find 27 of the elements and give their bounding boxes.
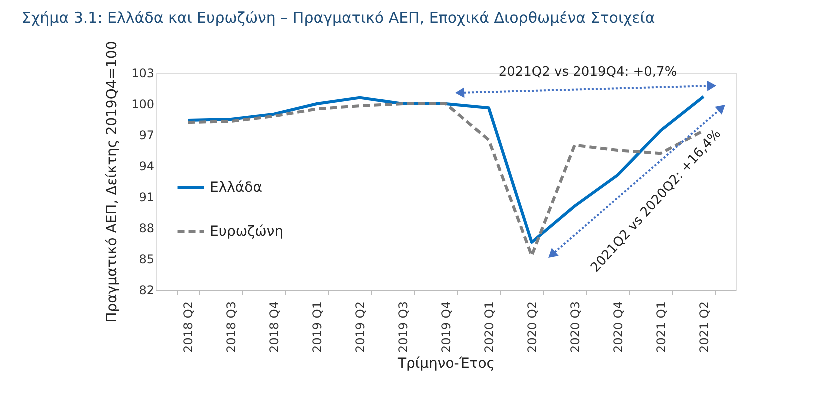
x-tick-label: 2018 Q4 bbox=[268, 302, 282, 353]
x-tick-label: 2019 Q2 bbox=[354, 302, 368, 353]
legend-label: Ευρωζώνη bbox=[210, 224, 284, 240]
y-tick-label: 82 bbox=[139, 284, 154, 298]
y-tick-label: 85 bbox=[139, 252, 154, 266]
x-tick-label: 2019 Q4 bbox=[440, 302, 454, 353]
legend-label: Ελλάδα bbox=[210, 180, 262, 196]
annotation: 2021Q2 vs 2019Q4: +0,7% bbox=[498, 65, 678, 80]
y-tick-label: 100 bbox=[132, 98, 154, 112]
x-axis-title: Τρίμηνο-Έτος bbox=[396, 356, 496, 372]
chart-title: Σχήμα 3.1: Ελλάδα και Ευρωζώνη – Πραγματικό ΑΕΠ, Εποχικά Διορθωμένα Στοιχεία bbox=[22, 9, 656, 27]
x-tick-label: 2018 Q2 bbox=[182, 302, 196, 353]
y-tick-label: 97 bbox=[139, 128, 154, 142]
x-tick-label: 2020 Q3 bbox=[568, 302, 582, 353]
x-tick-label: 2018 Q3 bbox=[224, 302, 239, 353]
y-axis-title: Πραγματικό ΑΕΠ, Δείκτης 2019Q4=100 bbox=[104, 41, 121, 323]
y-tick-label: 88 bbox=[139, 222, 154, 236]
y-tick-label: 91 bbox=[139, 190, 154, 204]
x-tick-label: 2020 Q4 bbox=[611, 302, 626, 353]
x-tick-label: 2019 Q1 bbox=[310, 302, 325, 353]
y-tick-label: 103 bbox=[132, 66, 154, 80]
x-tick-label: 2020 Q2 bbox=[525, 302, 540, 353]
x-tick-label: 2021 Q1 bbox=[654, 302, 668, 353]
x-tick-label: 2019 Q3 bbox=[396, 302, 411, 353]
y-tick-label: 94 bbox=[139, 160, 154, 174]
x-tick-label: 2021 Q2 bbox=[697, 302, 712, 353]
x-tick-label: 2020 Q1 bbox=[482, 302, 496, 353]
